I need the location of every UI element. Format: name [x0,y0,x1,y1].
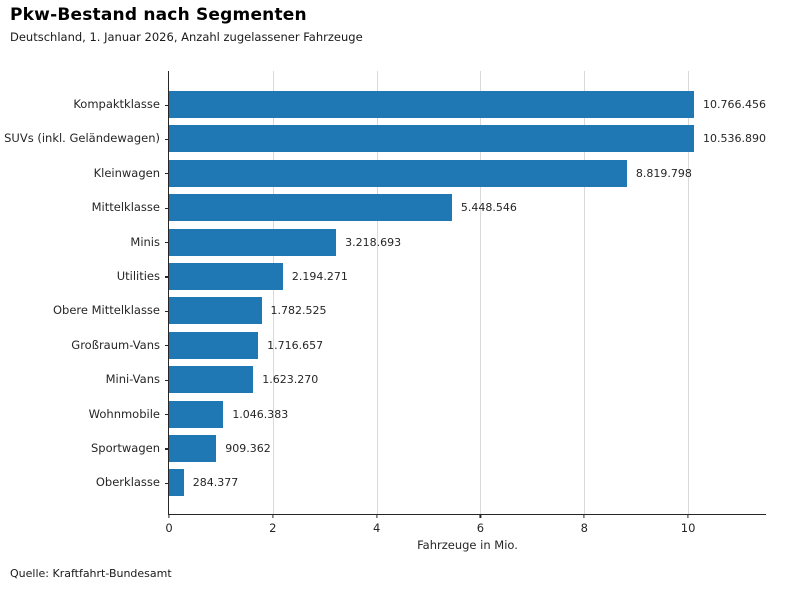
gridline [584,71,586,514]
category-label: SUVs (inkl. Geländewagen) [4,131,160,146]
x-tick-mark [479,514,482,518]
category-label: Mini-Vans [105,372,160,387]
bar-rows: Kompaktklasse 10.766.456 SUVs (inkl. Gel… [4,71,766,514]
value-label: 909.362 [225,441,271,455]
category-label: Wohnmobile [88,406,160,421]
x-tick-label: 10 [680,521,696,535]
value-label: 1.782.525 [270,304,327,318]
bar [169,262,283,290]
bar-row: Mittelklasse 5.448.546 [92,194,766,222]
value-label: 1.716.657 [267,338,324,352]
bar-row: Wohnmobile 1.046.383 [89,400,766,428]
x-tick-label: 4 [372,521,381,535]
bar [169,159,627,187]
category-label: Großraum-Vans [71,337,160,352]
gridline [688,71,690,514]
bar-row: SUVs (inkl. Geländewagen) 10.536.890 [4,125,766,153]
x-tick-mark [687,514,689,518]
value-label: 8.819.798 [635,166,692,180]
value-label: 10.536.890 [703,132,766,146]
category-label: Kompaktklasse [73,97,160,111]
source-note: Quelle: Kraftfahrt-Bundesamt [10,567,172,580]
bar [169,400,224,428]
value-label: 1.046.383 [232,407,289,421]
category-label: Utilities [116,268,160,283]
bar-row: Kompaktklasse 10.766.456 [73,91,766,118]
y-tick-mark [165,448,169,450]
bar-row: Mini-Vans 1.623.270 [106,366,766,394]
value-label: 5.448.546 [460,201,517,215]
x-tick-mark [272,514,274,518]
y-tick-mark [165,276,169,278]
value-label: 284.377 [192,476,239,490]
y-tick-mark [165,242,169,244]
x-tick-label: 6 [476,521,485,535]
value-label: 3.218.693 [345,235,402,249]
value-label: 10.766.456 [703,98,766,111]
gridlines [169,71,766,514]
value-label: 1.623.270 [262,373,319,387]
bar-row: Minis 3.218.693 [130,228,766,256]
x-tick-label: 8 [580,521,588,535]
bar [169,366,254,394]
category-label: Minis [130,234,160,249]
x-tick-label: 2 [269,521,277,535]
plot-area: Kompaktklasse 10.766.456 SUVs (inkl. Gel… [4,71,766,552]
chart-title: Pkw-Bestand nach Segmenten [10,5,307,25]
category-label: Mittelklasse [91,200,160,215]
x-tick-mark [583,514,585,518]
y-tick-mark [165,138,169,141]
y-tick-mark [165,104,169,106]
y-tick-mark [165,310,169,313]
x-axis-label: Fahrzeuge in Mio. [417,538,518,552]
bar [169,125,695,153]
bar-row: Oberklasse 284.377 [96,469,766,497]
bar [169,91,695,118]
bar-row: Sportwagen 909.362 [91,434,766,462]
gridline [272,71,274,514]
bar [169,228,337,256]
bar [169,297,262,325]
bar-row: Kleinwagen 8.819.798 [94,159,766,187]
chart-subtitle: Deutschland, 1. Januar 2026, Anzahl zuge… [10,30,363,44]
x-tick-mark [168,514,170,518]
bar-row: Großraum-Vans 1.716.657 [71,331,766,359]
y-tick-mark [165,173,169,175]
category-label: Oberklasse [95,475,160,490]
y-tick-mark [165,482,169,484]
y-tick-mark [165,414,169,416]
category-label: Obere Mittelklasse [53,303,160,318]
category-label: Kleinwagen [93,165,160,180]
bar-row: Utilities 2.194.271 [117,262,766,290]
category-label: Sportwagen [91,440,160,455]
bar [169,434,217,462]
bar-row: Obere Mittelklasse 1.782.525 [53,297,766,325]
y-tick-mark [165,379,169,381]
value-label: 2.194.271 [291,269,348,283]
bar [169,331,259,359]
bar [169,194,452,222]
x-tick-label: 0 [165,521,173,535]
y-tick-mark [165,345,169,347]
y-tick-mark [165,207,169,209]
x-tick-mark [376,514,378,518]
bar [169,469,184,497]
gridline [480,71,482,514]
gridline [376,71,378,514]
